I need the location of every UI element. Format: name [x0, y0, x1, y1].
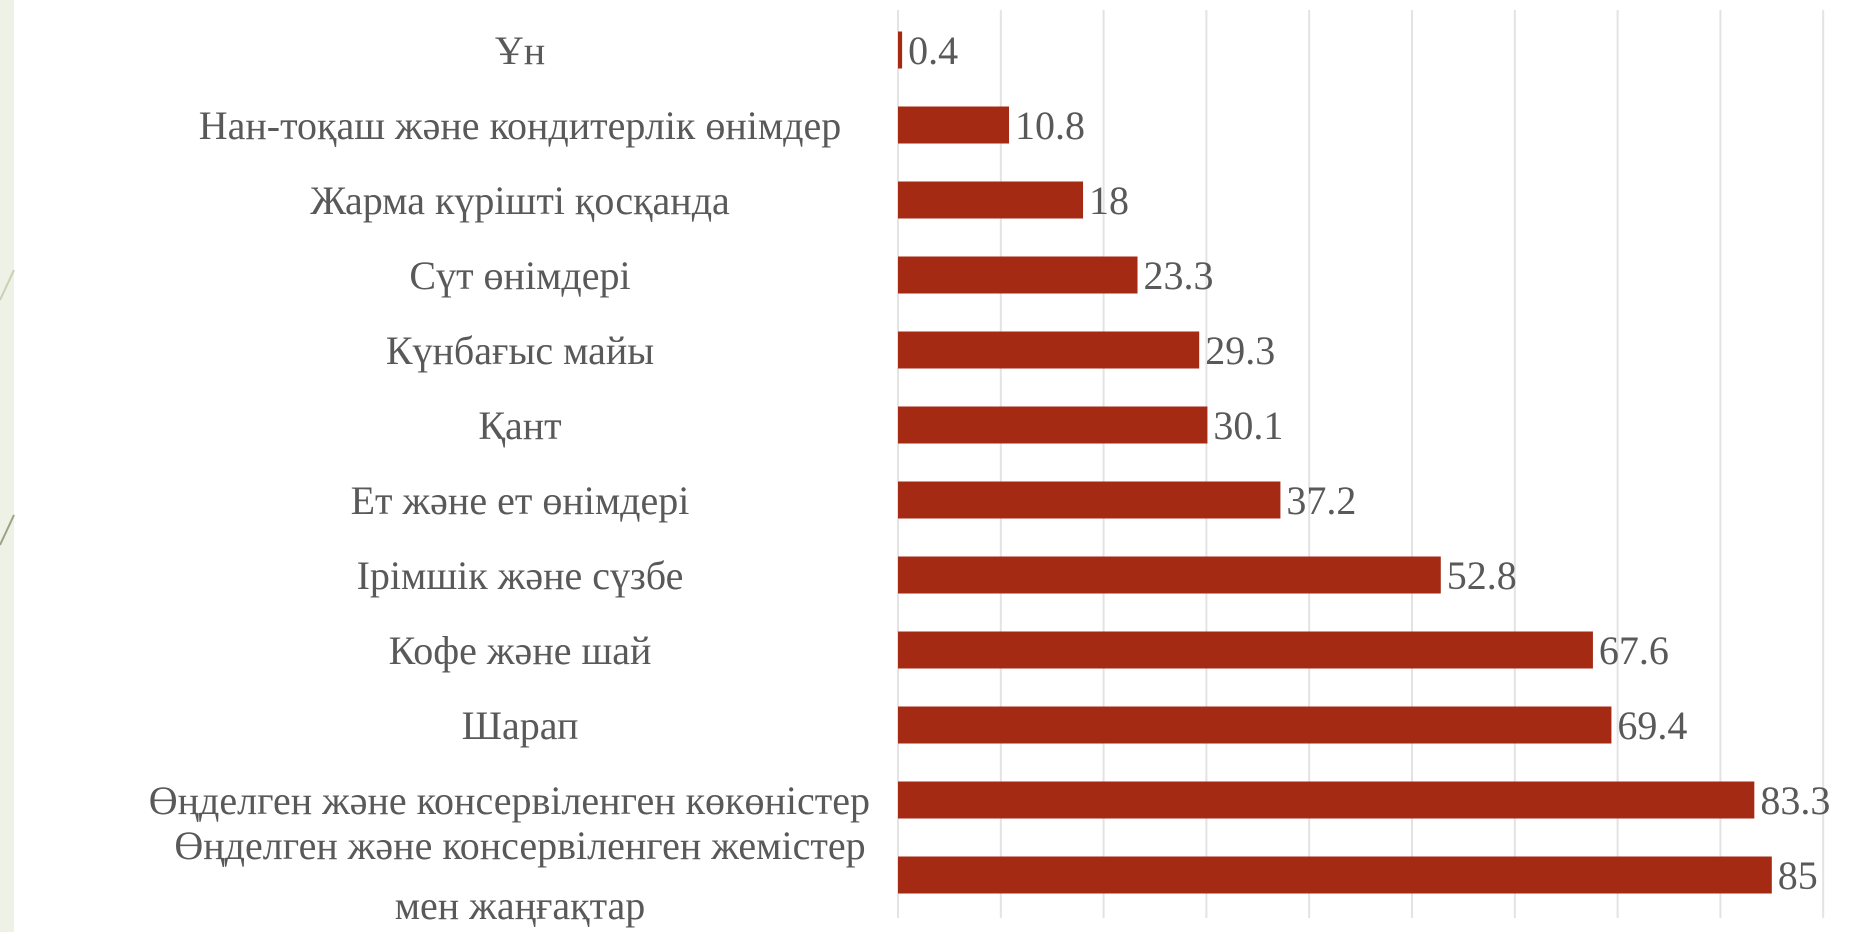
gridlines [897, 10, 1825, 918]
bar [898, 481, 1281, 519]
category-labels: Ұн Нан-тоқаш және кондитерлік өнімдер Жарм… [149, 28, 870, 928]
category-label: Кофе және шай [389, 628, 652, 673]
category-label: Шарап [462, 703, 579, 748]
category-label: Қант [478, 403, 561, 448]
bar [898, 331, 1200, 369]
decor-line-bottom [0, 514, 15, 546]
category-label: Ірімшік және сүзбе [357, 553, 684, 598]
category-label: Сүт өнімдері [409, 253, 630, 298]
bar [898, 181, 1084, 219]
value-label: 18 [1089, 178, 1129, 223]
bar [898, 856, 1772, 894]
bar [898, 631, 1593, 669]
value-label: 85 [1778, 853, 1818, 898]
value-label: 37.2 [1286, 478, 1356, 523]
value-label: 30.1 [1213, 403, 1283, 448]
value-label: 29.3 [1205, 328, 1275, 373]
category-label: Өңделген және консервіленген көкөністер [149, 778, 870, 823]
category-label: Ет және ет өнімдері [351, 478, 690, 523]
value-label: 23.3 [1144, 253, 1214, 298]
value-label: 83.3 [1760, 778, 1830, 823]
bar [898, 706, 1612, 744]
bars [898, 31, 1772, 894]
decor-line-top [0, 269, 15, 301]
bar [898, 31, 903, 69]
category-label: Өңделген және консервіленген жемістер мен… [174, 823, 865, 928]
slide-decor-strip [0, 0, 14, 932]
category-label: Ұн [495, 28, 545, 73]
bar [898, 256, 1138, 294]
bar [898, 556, 1441, 594]
bar [898, 106, 1010, 144]
value-label: 0.4 [908, 28, 958, 73]
value-label: 67.6 [1599, 628, 1669, 673]
value-labels: 0.4 10.818 23.3 29.3 30.137.2 52.8 67.6 69.4 83.… [908, 28, 1830, 898]
value-label: 69.4 [1617, 703, 1687, 748]
bar [898, 406, 1208, 444]
bar [898, 781, 1755, 819]
category-label: Жарма күрішті қосқанда [310, 178, 730, 223]
category-label: Нан-тоқаш және кондитерлік өнімдер [199, 103, 842, 148]
category-label: Күнбағыс майы [386, 328, 654, 373]
value-label: 10.8 [1015, 103, 1085, 148]
value-label: 52.8 [1447, 553, 1517, 598]
